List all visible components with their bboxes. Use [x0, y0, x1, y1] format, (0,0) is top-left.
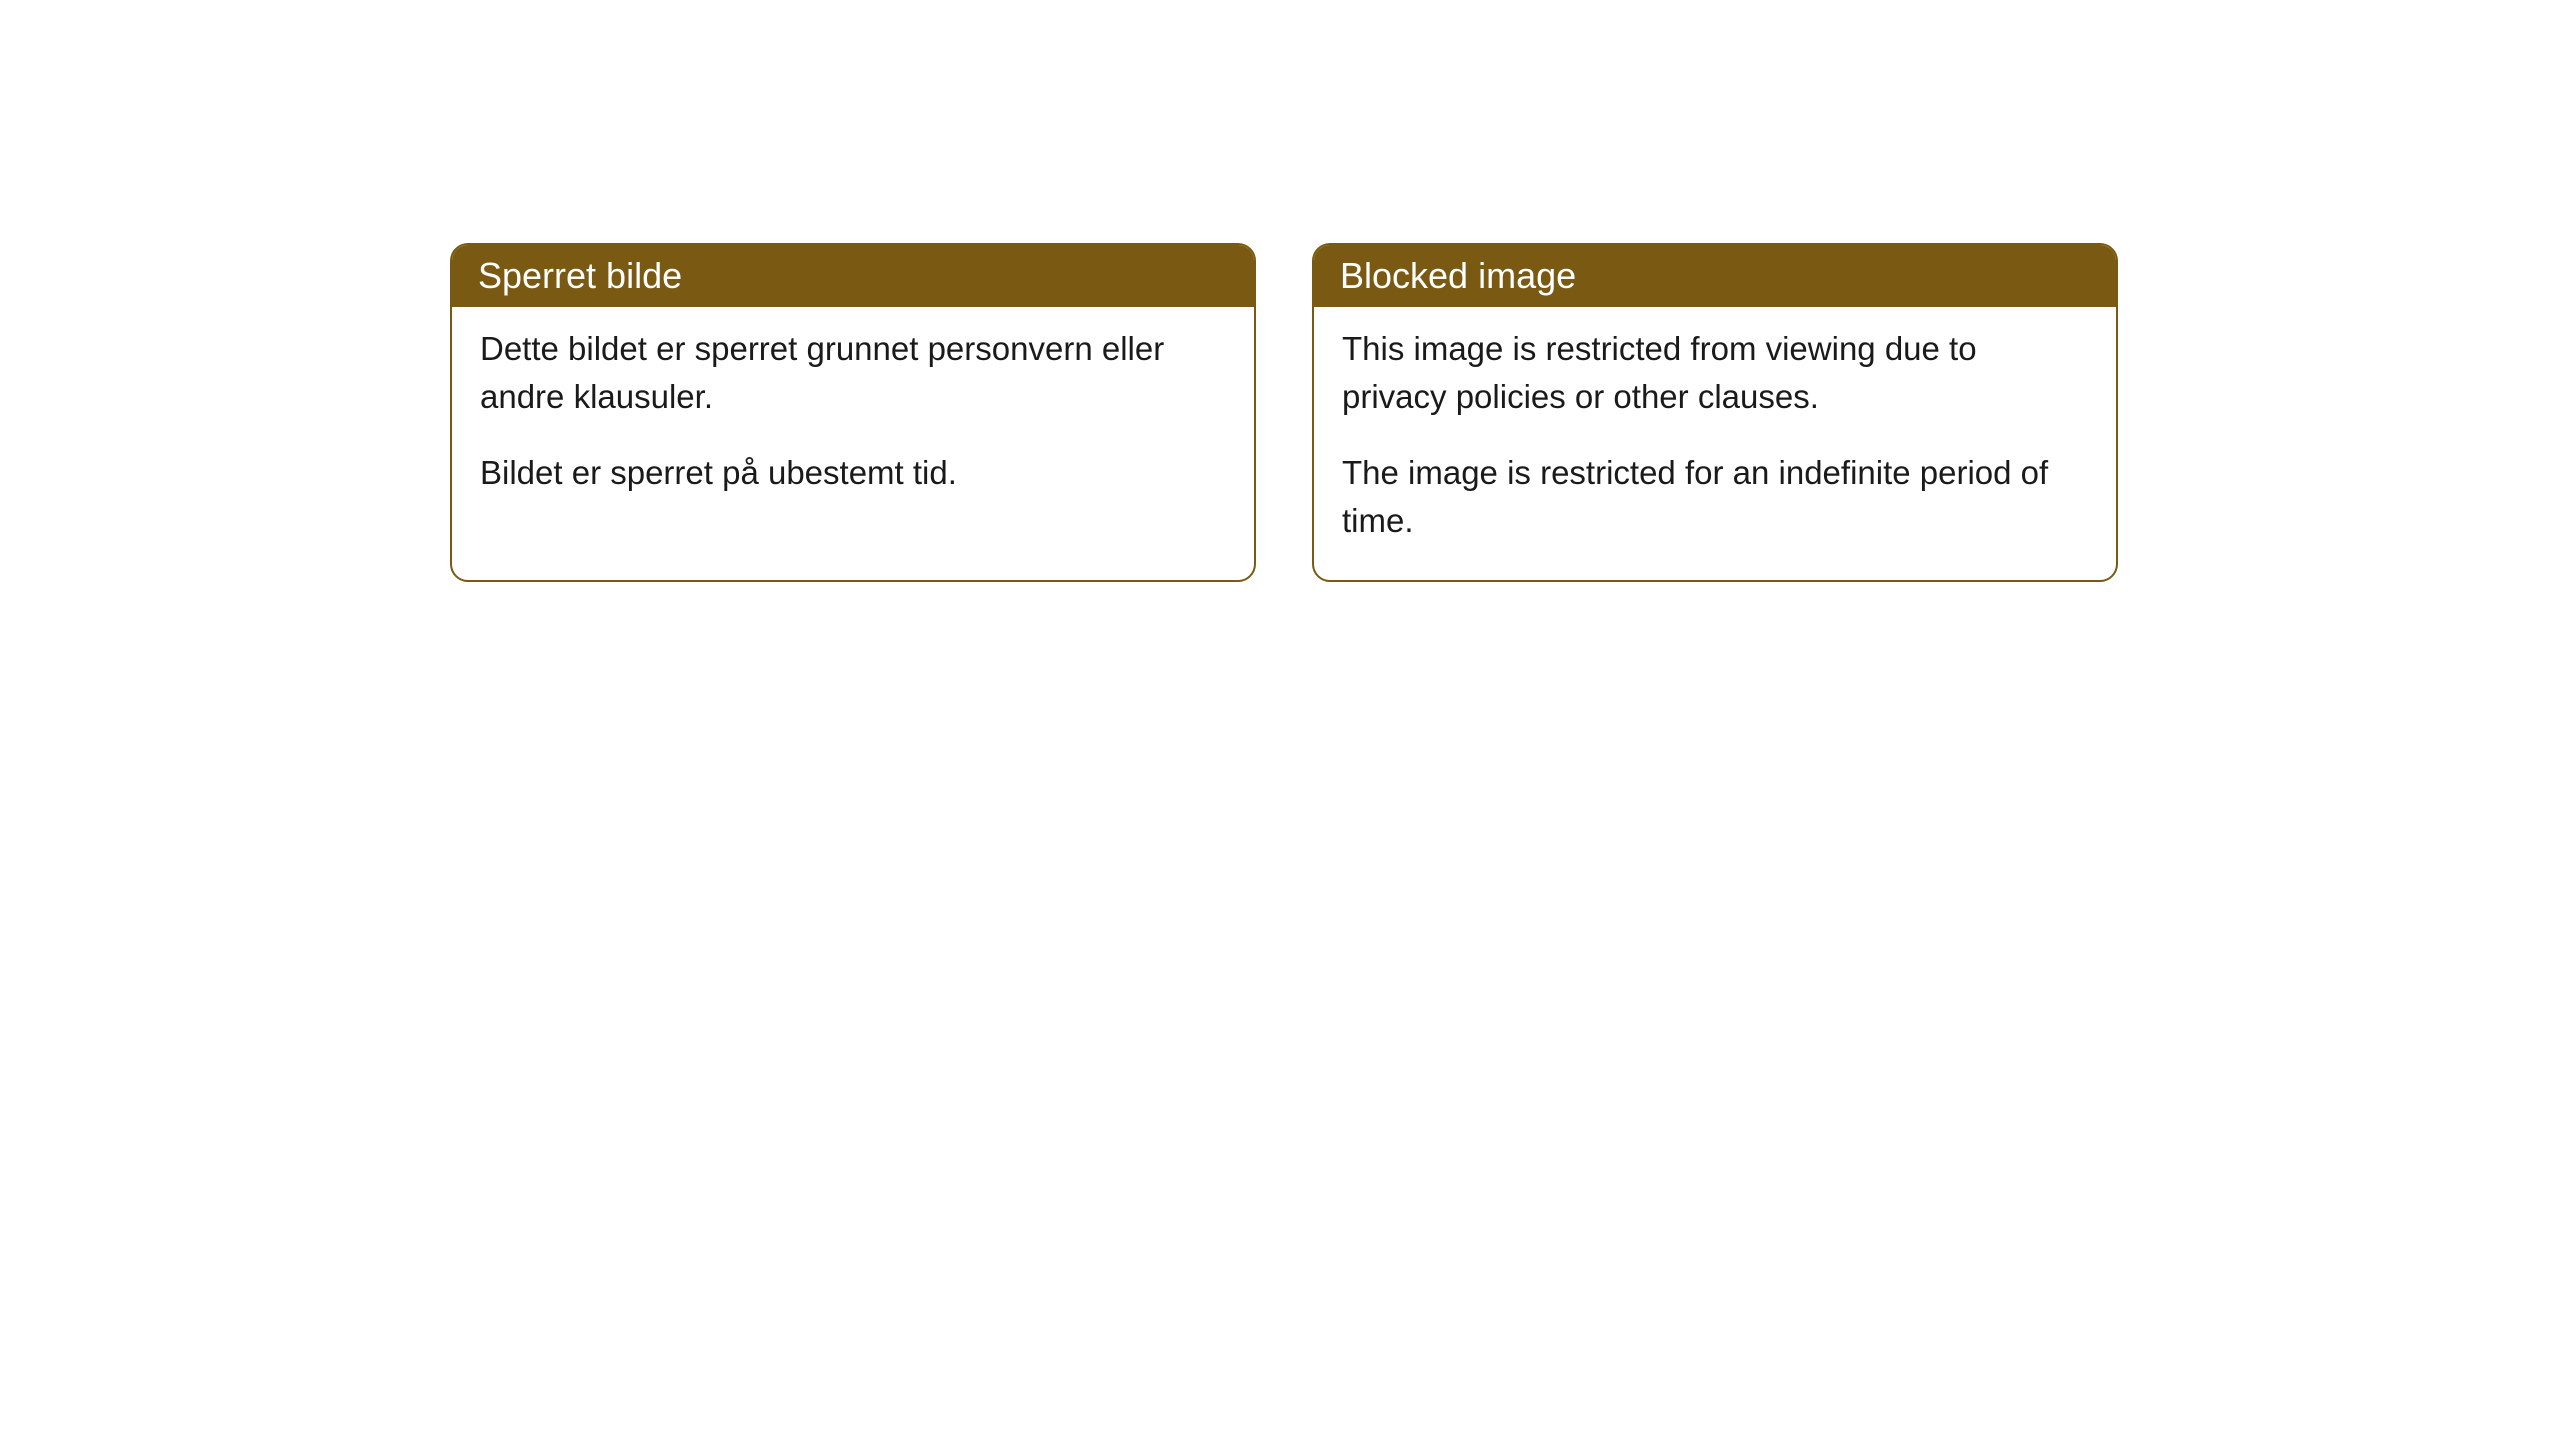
- notice-container: Sperret bilde Dette bildet er sperret gr…: [450, 243, 2118, 582]
- card-body-english: This image is restricted from viewing du…: [1314, 307, 2116, 580]
- notice-card-norwegian: Sperret bilde Dette bildet er sperret gr…: [450, 243, 1256, 582]
- card-body-norwegian: Dette bildet er sperret grunnet personve…: [452, 307, 1254, 533]
- card-paragraph: Dette bildet er sperret grunnet personve…: [480, 325, 1226, 421]
- card-paragraph: This image is restricted from viewing du…: [1342, 325, 2088, 421]
- notice-card-english: Blocked image This image is restricted f…: [1312, 243, 2118, 582]
- card-paragraph: The image is restricted for an indefinit…: [1342, 449, 2088, 545]
- card-paragraph: Bildet er sperret på ubestemt tid.: [480, 449, 1226, 497]
- card-header-english: Blocked image: [1314, 245, 2116, 307]
- card-header-norwegian: Sperret bilde: [452, 245, 1254, 307]
